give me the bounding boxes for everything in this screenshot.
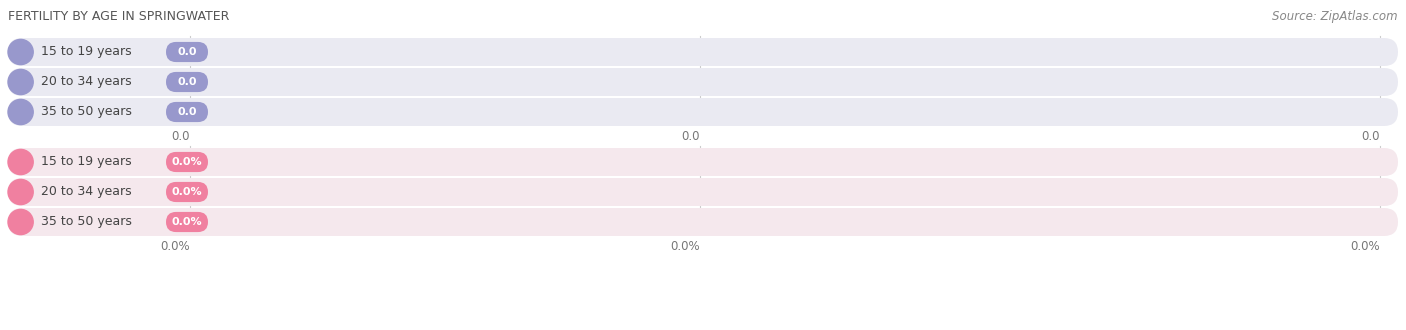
FancyBboxPatch shape (8, 68, 1398, 96)
Text: 0.0: 0.0 (177, 77, 197, 87)
Text: 0.0: 0.0 (177, 47, 197, 57)
FancyBboxPatch shape (166, 42, 208, 62)
Text: 0.0: 0.0 (682, 130, 700, 143)
FancyBboxPatch shape (166, 182, 208, 202)
Circle shape (8, 69, 34, 95)
Text: 0.0%: 0.0% (172, 217, 202, 227)
FancyBboxPatch shape (8, 178, 1398, 206)
Circle shape (8, 210, 34, 235)
FancyBboxPatch shape (166, 102, 208, 122)
Text: 0.0%: 0.0% (1350, 240, 1381, 253)
Circle shape (8, 149, 34, 175)
FancyBboxPatch shape (166, 72, 208, 92)
Circle shape (8, 180, 34, 205)
Text: FERTILITY BY AGE IN SPRINGWATER: FERTILITY BY AGE IN SPRINGWATER (8, 10, 229, 23)
Text: 15 to 19 years: 15 to 19 years (41, 155, 132, 169)
Circle shape (8, 39, 34, 65)
FancyBboxPatch shape (166, 152, 208, 172)
Text: 35 to 50 years: 35 to 50 years (41, 106, 132, 118)
FancyBboxPatch shape (8, 38, 1398, 66)
FancyBboxPatch shape (166, 212, 208, 232)
Text: 0.0%: 0.0% (172, 157, 202, 167)
FancyBboxPatch shape (8, 208, 1398, 236)
Text: 0.0%: 0.0% (172, 187, 202, 197)
Text: 0.0: 0.0 (177, 107, 197, 117)
Text: 20 to 34 years: 20 to 34 years (41, 185, 132, 199)
Text: 0.0%: 0.0% (160, 240, 190, 253)
FancyBboxPatch shape (8, 148, 1398, 176)
Circle shape (8, 99, 34, 125)
Text: 15 to 19 years: 15 to 19 years (41, 46, 132, 58)
Text: Source: ZipAtlas.com: Source: ZipAtlas.com (1272, 10, 1398, 23)
Text: 0.0: 0.0 (172, 130, 190, 143)
Text: 20 to 34 years: 20 to 34 years (41, 76, 132, 88)
Text: 35 to 50 years: 35 to 50 years (41, 215, 132, 228)
Text: 0.0%: 0.0% (671, 240, 700, 253)
Text: 0.0: 0.0 (1361, 130, 1381, 143)
FancyBboxPatch shape (8, 98, 1398, 126)
